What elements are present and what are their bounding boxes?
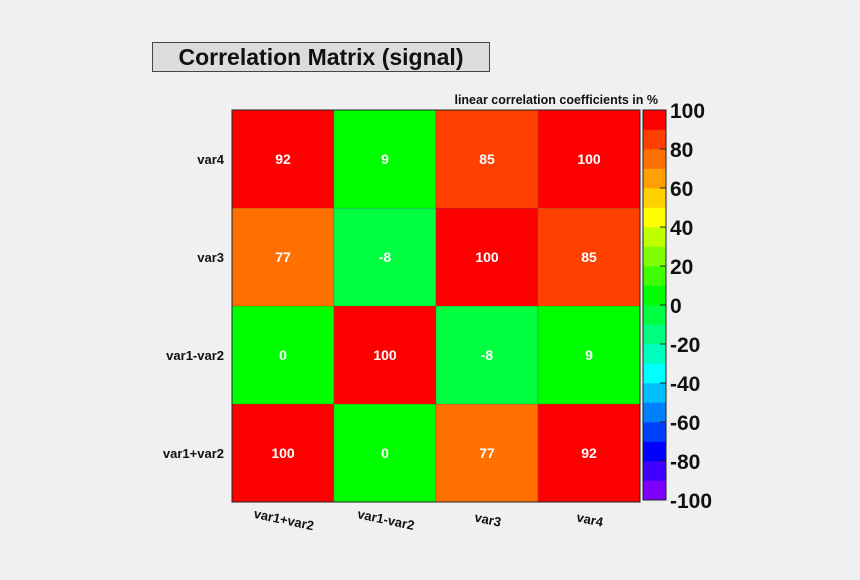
colorbar-segment — [643, 227, 666, 247]
colorbar-tick-label: 80 — [670, 139, 693, 162]
colorbar-segment — [643, 110, 666, 130]
cell-value-label: 85 — [581, 249, 597, 265]
heatmap-cell — [333, 207, 437, 307]
x-tick-label: var3 — [473, 509, 502, 529]
cell-value-label: -8 — [379, 249, 392, 265]
heatmap-cell — [333, 403, 437, 503]
colorbar-label: linear correlation coefficients in % — [454, 93, 658, 107]
cell-value-label: 77 — [479, 445, 495, 461]
colorbar-segment — [643, 266, 666, 286]
colorbar-tick-label: -60 — [670, 412, 700, 435]
colorbar-tick-label: 40 — [670, 217, 693, 240]
colorbar-segment — [643, 285, 666, 306]
colorbar-tick-label: 20 — [670, 256, 693, 279]
colorbar-segment — [643, 441, 666, 462]
cell-value-label: 85 — [479, 151, 495, 167]
colorbar-segment — [643, 188, 666, 208]
y-tick-label: var4 — [197, 152, 225, 167]
colorbar-segment — [643, 461, 666, 481]
heatmap-cell — [231, 305, 335, 405]
heatmap-cell — [537, 109, 641, 209]
colorbar-tick-label: 60 — [670, 178, 693, 201]
cell-value-label: 92 — [275, 151, 291, 167]
cell-value-label: 92 — [581, 445, 597, 461]
colorbar-segment — [643, 344, 666, 364]
y-tick-label: var1-var2 — [166, 348, 224, 363]
colorbar-segment — [643, 129, 666, 150]
colorbar-tick-label: 0 — [670, 295, 682, 318]
heatmap-cell — [435, 305, 539, 405]
heatmap-cell — [333, 305, 437, 405]
cell-value-label: -8 — [481, 347, 494, 363]
heatmap-cell — [537, 305, 641, 405]
cell-value-label: 100 — [271, 445, 295, 461]
x-tick-label: var1-var2 — [356, 506, 416, 533]
heatmap-cell — [435, 403, 539, 503]
heatmap-cell — [231, 109, 335, 209]
x-tick-label: var1+var2 — [252, 506, 315, 533]
colorbar-segment — [643, 207, 666, 228]
colorbar-segment — [643, 422, 666, 442]
colorbar-segment — [643, 363, 666, 384]
colorbar-tick-label: -20 — [670, 334, 700, 357]
colorbar-tick-label: 100 — [670, 100, 705, 123]
x-tick-label: var4 — [575, 509, 605, 529]
cell-value-label: 9 — [585, 347, 593, 363]
colorbar-segment — [643, 383, 666, 403]
colorbar-segment — [643, 324, 666, 345]
cell-value-label: 100 — [373, 347, 397, 363]
colorbar-segment — [643, 149, 666, 169]
plot-frame — [231, 109, 641, 503]
colorbar-segment — [643, 402, 666, 423]
colorbar-segment — [643, 305, 666, 325]
chart-title: Correlation Matrix (signal) — [152, 42, 490, 72]
cell-value-label: 100 — [475, 249, 499, 265]
cell-value-label: 100 — [577, 151, 601, 167]
colorbar-segment — [643, 480, 666, 501]
colorbar-segment — [643, 246, 666, 267]
heatmap-cell — [537, 207, 641, 307]
colorbar-tick-label: -100 — [670, 490, 712, 513]
heatmap-cell — [435, 207, 539, 307]
cell-value-label: 0 — [381, 445, 389, 461]
heatmap-cell — [231, 207, 335, 307]
heatmap-cell — [333, 109, 437, 209]
cell-value-label: 0 — [279, 347, 287, 363]
colorbar-tick-label: -40 — [670, 373, 700, 396]
colorbar-tick-label: -80 — [670, 451, 700, 474]
cell-value-label: 77 — [275, 249, 291, 265]
heatmap-cell — [435, 109, 539, 209]
cell-value-label: 9 — [381, 151, 389, 167]
y-tick-label: var3 — [197, 250, 224, 265]
y-tick-label: var1+var2 — [163, 446, 224, 461]
colorbar-segment — [643, 168, 666, 189]
